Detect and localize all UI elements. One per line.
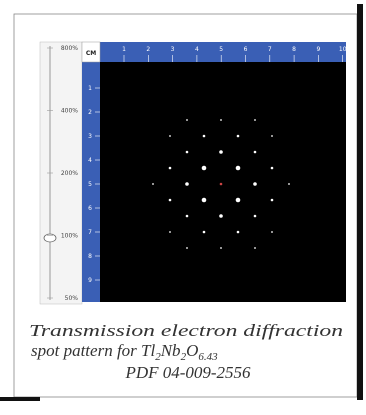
- diffraction-spot: [271, 199, 274, 202]
- ruler-label: 1: [88, 85, 92, 92]
- ruler-label: 8: [292, 46, 296, 53]
- diffraction-spot: [219, 150, 223, 154]
- zoom-label: 100%: [61, 233, 78, 240]
- diffraction-spot: [202, 198, 207, 203]
- diffraction-spot: [169, 199, 172, 202]
- diffraction-spot: [220, 119, 222, 121]
- ruler-label: 5: [88, 181, 92, 188]
- caption-subscript: 6.43: [198, 351, 218, 363]
- diffraction-spot: [288, 183, 290, 185]
- diffraction-spot: [203, 135, 206, 138]
- diffraction-spot: [185, 182, 189, 186]
- ruler-label: 7: [268, 46, 272, 53]
- diffraction-spot: [186, 119, 188, 121]
- ruler-label: 8: [88, 253, 92, 260]
- diffraction-spot: [271, 135, 273, 137]
- ruler-label: 3: [171, 46, 175, 53]
- zoom-label: 200%: [61, 170, 78, 177]
- diffraction-spot: [237, 231, 240, 234]
- caption-text: O: [186, 341, 198, 360]
- ruler-label: 4: [88, 157, 92, 164]
- diffraction-spot: [254, 119, 256, 121]
- figure: CM 800% 400% 200% 100% 50% 1 2 3 4 5 6 7 8 9 10 1 2 3 4 5 6 7…: [0, 0, 366, 415]
- diffraction-spot: [186, 215, 189, 218]
- diffraction-spot: [253, 182, 257, 186]
- diffraction-spot: [203, 231, 206, 234]
- caption-text: Nb: [160, 341, 181, 360]
- frame-edge: [357, 4, 363, 400]
- ruler-corner-label: CM: [86, 50, 96, 57]
- caption-line: PDF 04-009-2556: [124, 363, 251, 382]
- caption-line: Transmission electron diffraction: [29, 321, 343, 340]
- ruler-label: 1: [122, 46, 126, 53]
- diffraction-spot: [186, 151, 189, 154]
- diffraction-spot: [219, 214, 223, 218]
- diffraction-spot: [271, 231, 273, 233]
- diffraction-spot: [169, 231, 171, 233]
- caption-text: spot pattern for Tl: [31, 341, 155, 360]
- ruler-label: 9: [88, 277, 92, 284]
- diffraction-spot: [152, 183, 154, 185]
- ruler-label: 9: [316, 46, 320, 53]
- ruler-label: 6: [88, 205, 92, 212]
- central-spot: [220, 183, 223, 186]
- caption-line: spot pattern for Tl2Nb2O6.43: [31, 341, 218, 363]
- diffraction-spot: [254, 151, 257, 154]
- diffraction-spot: [236, 198, 241, 203]
- zoom-label: 50%: [65, 295, 79, 302]
- diffraction-spot: [271, 167, 274, 170]
- ruler-label: 3: [88, 133, 92, 140]
- diffraction-spot: [254, 247, 256, 249]
- ruler-label: 4: [195, 46, 199, 53]
- diffraction-spot: [220, 247, 222, 249]
- diffraction-spot: [169, 135, 171, 137]
- ruler-label: 5: [219, 46, 223, 53]
- ruler-label: 6: [244, 46, 248, 53]
- diffraction-spot: [202, 166, 207, 171]
- diffraction-spot: [186, 247, 188, 249]
- frame-edge: [0, 397, 40, 401]
- diffraction-spot: [236, 166, 241, 171]
- ruler-label: 2: [146, 46, 150, 53]
- ruler-label: 2: [88, 109, 92, 116]
- diffraction-spot: [169, 167, 172, 170]
- ruler-label: 7: [88, 229, 92, 236]
- diffraction-spot: [254, 215, 257, 218]
- zoom-label: 800%: [61, 45, 78, 52]
- diffraction-spot: [237, 135, 240, 138]
- ruler-label: 10: [339, 46, 347, 53]
- zoom-label: 400%: [61, 108, 78, 115]
- diffraction-image: [100, 62, 346, 302]
